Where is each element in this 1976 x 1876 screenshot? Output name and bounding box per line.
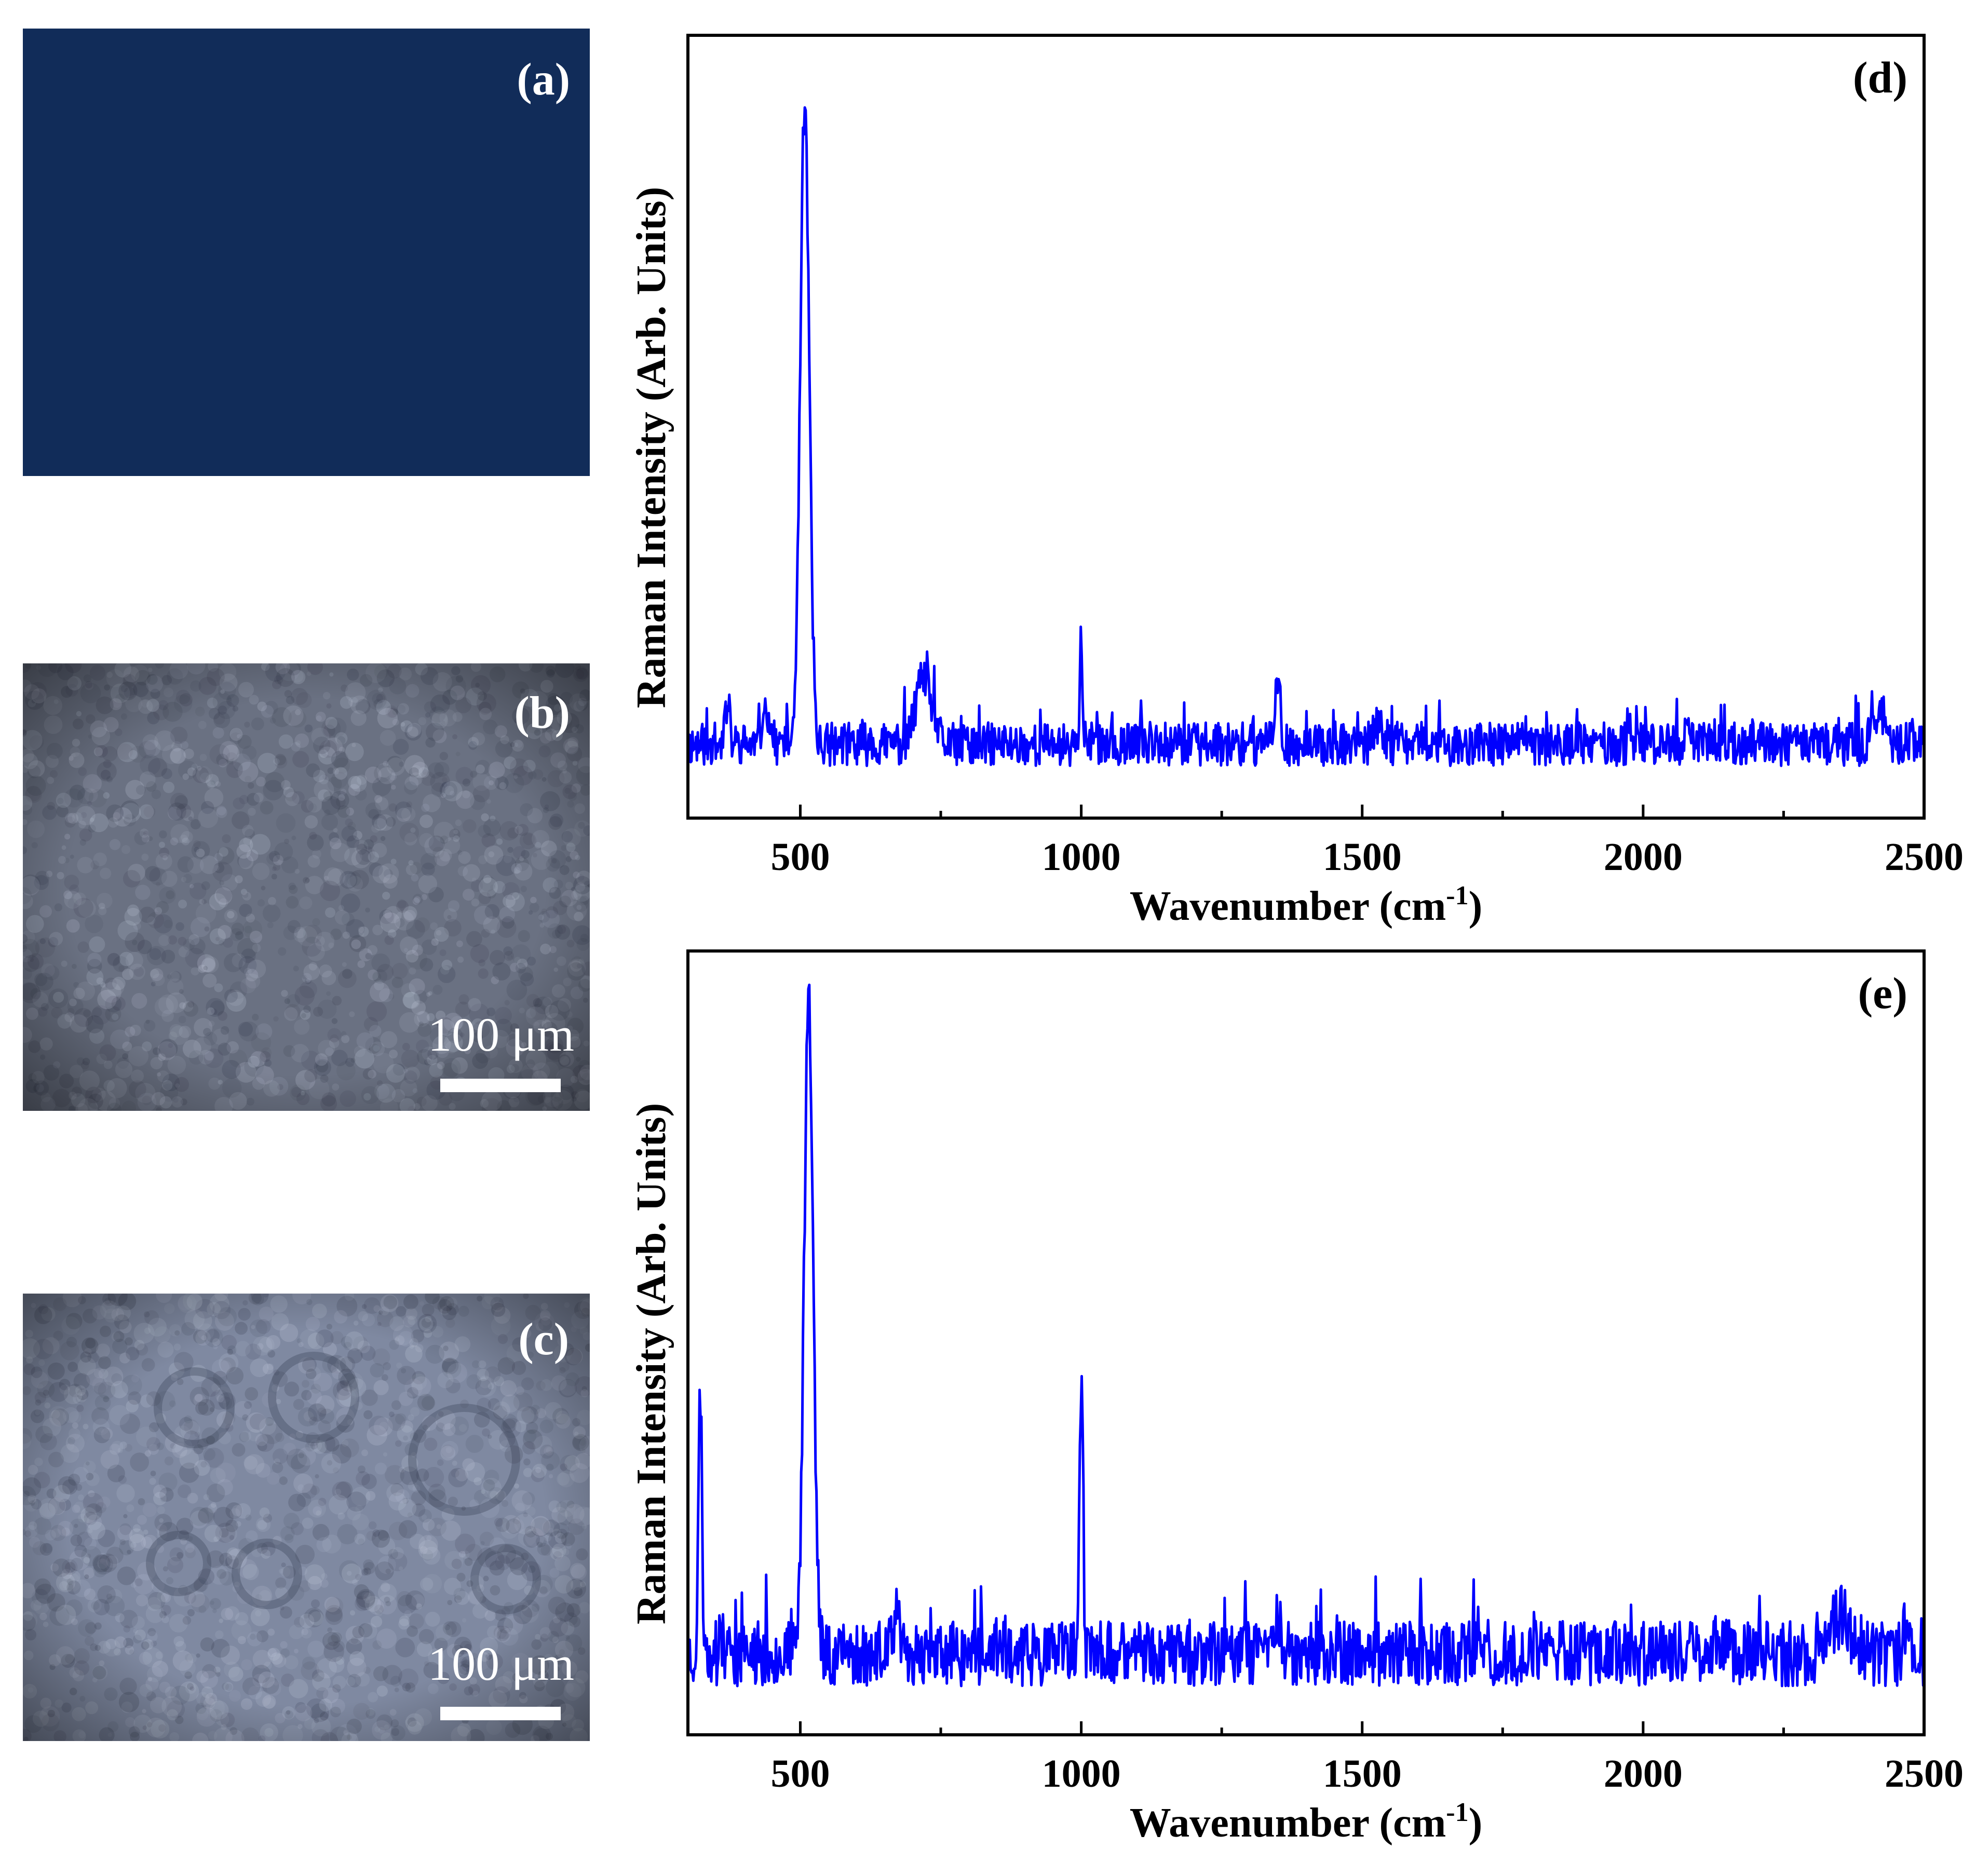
y-axis-title: Raman Intensity (Arb. Units)	[629, 187, 674, 709]
y-axis-title: Raman Intensity (Arb. Units)	[629, 1103, 674, 1625]
x-tick-label: 1500	[1323, 1752, 1402, 1796]
scale-bar-label-c: 100 μm	[428, 1637, 574, 1690]
x-tick-label: 2000	[1604, 1752, 1683, 1796]
scale-bar-label-b: 100 μm	[428, 1008, 574, 1061]
micrograph-vignette	[23, 1294, 590, 1741]
scale-bar-b	[440, 1079, 561, 1092]
panel-label-d: (d)	[1853, 52, 1907, 102]
panel-label-b: (b)	[514, 688, 570, 738]
x-tick-label: 1000	[1042, 835, 1121, 879]
x-tick-label: 2500	[1885, 835, 1964, 879]
micrograph-vignette	[23, 663, 590, 1111]
micrograph-c-image	[23, 1294, 590, 1741]
x-tick-label: 1000	[1042, 1752, 1121, 1796]
x-tick-label: 2000	[1604, 835, 1683, 879]
plot-frame	[686, 949, 1926, 1736]
micrograph-c: (c) 100 μm	[23, 1294, 590, 1741]
micrograph-b: (b) 100 μm	[23, 663, 590, 1111]
micrograph-a: (a)	[23, 29, 590, 476]
spectrum-line	[686, 983, 1926, 1688]
x-tick-label: 500	[770, 1752, 830, 1796]
raman-chart-e: 500 1000 1500 2000 2500 Wavenumber (cm-1) Rama…	[629, 949, 1964, 1846]
micrograph-background	[23, 29, 590, 476]
x-axis-title: Wavenumber (cm-1)	[1130, 881, 1483, 929]
scale-bar-c	[440, 1707, 561, 1720]
spectrum-line	[686, 106, 1926, 767]
micrograph-b-image	[23, 663, 590, 1111]
x-axis-title: Wavenumber (cm-1)	[1130, 1798, 1483, 1846]
x-tick-label: 2500	[1885, 1752, 1964, 1796]
panel-label-c: (c)	[518, 1314, 569, 1365]
panel-label-e: (e)	[1858, 968, 1907, 1018]
raman-chart-d: 500 1000 1500 2000 2500 Wavenumber (cm-1) Rama…	[629, 34, 1964, 929]
plot-frame	[686, 34, 1926, 820]
x-tick-label: 1500	[1323, 835, 1402, 879]
micrograph-shade	[23, 29, 590, 476]
micrograph-a-image	[23, 29, 590, 476]
panel-label-a: (a)	[517, 55, 570, 105]
x-tick-label: 500	[770, 835, 830, 879]
